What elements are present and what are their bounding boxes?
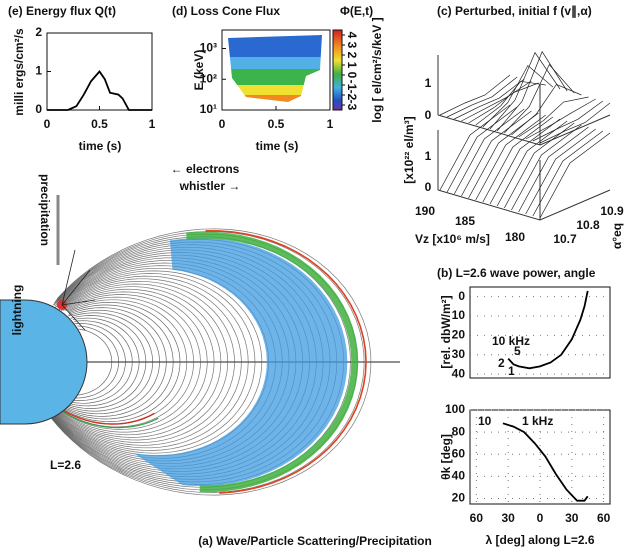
curve-label: 5	[514, 344, 521, 358]
x-tick-label: 30	[502, 511, 516, 525]
figure: (a) Wave/Particle Scattering/Precipitati…	[0, 0, 630, 556]
electrons-label: ← electrons	[171, 162, 240, 176]
heat-band	[225, 69, 325, 85]
panel-title: (d) Loss Cone Flux	[172, 4, 280, 18]
x-tick-label: 0	[44, 117, 51, 131]
surface-line	[454, 109, 524, 194]
y-tick-label: 0	[458, 289, 465, 303]
colorbar-tick-label: 4	[345, 32, 359, 39]
colorbar-tick-label: 1	[345, 62, 359, 69]
surface-line	[454, 79, 524, 119]
y-tick-label: 40	[452, 366, 466, 380]
x-tick-label: 0.5	[91, 117, 108, 131]
x-tick-label: 60	[597, 511, 611, 525]
z-tick: 1	[425, 76, 432, 90]
x-axis-label: time (s)	[256, 139, 299, 153]
curve-label: 1	[508, 364, 515, 378]
y-tick-label: 100	[445, 402, 465, 416]
y-tick-label: 40	[452, 469, 466, 483]
alpha-label: α°eq	[610, 223, 624, 249]
z-label: [x10²² el/m³]	[402, 116, 416, 183]
data-line	[503, 423, 588, 500]
panel-title: (b) L=2.6 wave power, angle	[437, 266, 596, 280]
y-tick-label: 20	[452, 328, 466, 342]
colorbar-label: log [ el/cm²/s/keV ]	[370, 17, 384, 122]
z-tick: 0	[425, 108, 432, 122]
panel-a	[0, 195, 400, 495]
y-tick-label: 0	[35, 102, 42, 116]
alpha-tick: 10.7	[553, 232, 577, 246]
y-axis-label: milli ergs/cm²/s	[12, 28, 26, 116]
y-tick-label: 10	[452, 308, 466, 322]
curve-label: 10	[478, 414, 492, 428]
colorbar-tick-label: 0	[345, 72, 359, 79]
x-axis-label: λ [deg] along L=2.6	[485, 533, 594, 547]
y-tick-label: 1	[35, 64, 42, 78]
surface-line	[490, 53, 560, 129]
alpha-tick: 10.9	[600, 204, 624, 218]
heat-band	[225, 57, 325, 69]
x-tick-label: 0.5	[268, 117, 285, 131]
curve-label: 10 kHz	[492, 334, 530, 348]
caption: (a) Wave/Particle Scattering/Precipitati…	[198, 534, 432, 548]
surface-line	[469, 113, 539, 198]
y-tick-label: 10³	[200, 41, 217, 55]
data-line	[47, 72, 152, 111]
z-tick: 1	[425, 149, 432, 163]
surface-frame	[438, 130, 610, 220]
surface-line	[490, 119, 560, 204]
x-tick-label: 1	[149, 117, 156, 131]
panel-c	[438, 52, 610, 220]
x-tick-label: 60	[470, 511, 484, 525]
heat-band	[225, 95, 325, 105]
x-tick-label: 1	[327, 117, 334, 131]
curve-label: 2	[498, 356, 505, 370]
vz-tick: 180	[505, 230, 525, 244]
heat-band	[225, 35, 325, 57]
vz-label: Vz [x10⁶ m/s]	[415, 232, 490, 246]
whistler-label: whistler →	[179, 179, 241, 193]
vz-tick: 190	[415, 204, 435, 218]
plot-frame	[470, 287, 610, 378]
y-tick-label: 30	[452, 347, 466, 361]
lightning-label: lightning	[10, 285, 24, 336]
y-tick-label: 10²	[200, 71, 217, 85]
panel-title: (e) Energy flux Q(t)	[8, 4, 116, 18]
heat-band	[225, 105, 325, 113]
vz-tick: 185	[455, 214, 475, 228]
x-tick-label: 30	[565, 511, 579, 525]
x-tick-label: 0	[219, 117, 226, 131]
y-tick-label: 60	[452, 446, 466, 460]
surface-line	[504, 123, 574, 208]
heat-band	[225, 85, 325, 95]
x-tick-label: 0	[537, 511, 544, 525]
colorbar-tick-label: -3	[345, 100, 359, 111]
z-tick: 0	[425, 180, 432, 194]
curve-label: 1 kHz	[522, 414, 553, 428]
x-axis-label: time (s)	[79, 139, 122, 153]
surface-line	[476, 81, 546, 125]
y-tick-label: 80	[452, 424, 466, 438]
alpha-tick: 10.8	[576, 218, 600, 232]
precipitation-label: precipitation	[38, 174, 52, 246]
surface-line	[476, 115, 546, 200]
y-tick-label: 2	[35, 25, 42, 39]
y-tick-label: 10¹	[200, 102, 217, 116]
surface-line	[497, 121, 567, 206]
surface-line	[511, 125, 581, 210]
surface-line	[519, 127, 589, 212]
colorbar-tick-label: 3	[345, 42, 359, 49]
colorbar-tick-label: 2	[345, 52, 359, 59]
y-tick-label: 20	[452, 491, 466, 505]
annotation: Φ(E,t)	[340, 4, 373, 18]
panel-c-title: (c) Perturbed, initial f (v∥,α)	[437, 4, 592, 18]
surface-line	[461, 111, 531, 196]
l-shell-label: L=2.6	[50, 458, 81, 472]
surface-line	[526, 129, 596, 214]
colorbar	[333, 30, 342, 110]
